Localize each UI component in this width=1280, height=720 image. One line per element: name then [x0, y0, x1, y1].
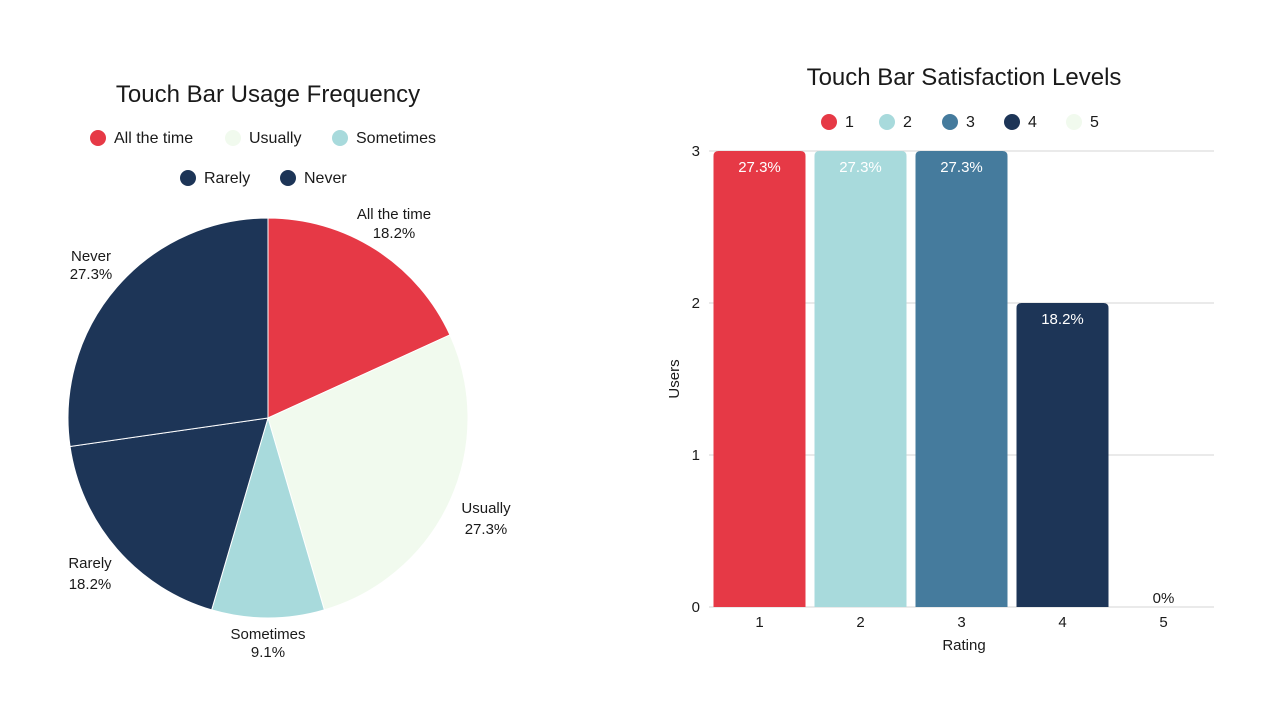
y-tick-label: 1 — [692, 447, 700, 464]
pie-slice-never[interactable] — [67, 217, 269, 448]
pie-legend-swatch — [180, 170, 196, 186]
x-tick-label: 4 — [1058, 614, 1066, 631]
pie-legend-item-usually[interactable]: Usually — [225, 130, 301, 147]
bar-legend-swatch — [942, 114, 958, 130]
pie-slice-label-category: Rarely — [68, 555, 112, 572]
bar-data-label: 0% — [1153, 590, 1175, 607]
pie-slice-label-category: Never — [71, 248, 111, 265]
x-tick-label: 2 — [856, 614, 864, 631]
bar-legend-swatch — [821, 114, 837, 130]
bar-title: Touch Bar Satisfaction Levels — [807, 64, 1122, 91]
pie-slice-label-category: Usually — [461, 500, 511, 517]
y-tick-label: 0 — [692, 599, 700, 616]
bar-legend-swatch — [1004, 114, 1020, 130]
bar-x-axis-title: Rating — [942, 637, 985, 654]
y-tick-label: 2 — [692, 295, 700, 312]
bar-x-tick-labels: 1 2 3 4 5 — [755, 614, 1167, 631]
bar-data-label: 27.3% — [738, 159, 781, 176]
pie-slice-sometimes[interactable] — [211, 416, 325, 619]
bar-data-label: 18.2% — [1041, 311, 1084, 328]
bar-data-labels: 27.3% 27.3% 27.3% 18.2% 0% — [738, 159, 1174, 607]
pie-slice-label-category: All the time — [357, 206, 431, 223]
pie-legend-label: Sometimes — [356, 130, 436, 147]
pie-legend-label: Rarely — [204, 170, 250, 187]
pie-title: Touch Bar Usage Frequency — [116, 81, 420, 108]
pie-slice-label-value: 18.2% — [69, 576, 112, 593]
pie-legend: All the time Usually Sometimes Rarely Ne… — [90, 130, 436, 187]
pie-slice-label-sometimes: Sometimes 9.1% — [230, 626, 305, 661]
pie-legend-item-all-the-time[interactable]: All the time — [90, 130, 193, 147]
bar-legend-item-5[interactable]: 5 — [1066, 114, 1099, 131]
pie-legend-label: All the time — [114, 130, 193, 147]
pie-slice-label-all-the-time: All the time 18.2% — [357, 206, 431, 242]
pie-legend-swatch — [90, 130, 106, 146]
bar-2[interactable] — [814, 151, 907, 607]
bar-legend-label: 5 — [1090, 114, 1099, 131]
bar-legend-label: 4 — [1028, 114, 1037, 131]
pie-slice-label-rarely: Rarely 18.2% — [68, 555, 112, 593]
bar-4[interactable] — [1016, 303, 1109, 607]
pie-legend-item-rarely[interactable]: Rarely — [180, 170, 250, 187]
pie-slice-rarely[interactable] — [69, 417, 269, 611]
bar-data-label: 27.3% — [839, 159, 882, 176]
bar-1[interactable] — [713, 151, 806, 607]
x-tick-label: 5 — [1159, 614, 1167, 631]
bar-data-label: 27.3% — [940, 159, 983, 176]
pie-chart: Touch Bar Usage Frequency All the time U… — [67, 81, 511, 661]
bar-legend: 1 2 3 4 5 — [821, 114, 1099, 131]
pie-legend-swatch — [225, 130, 241, 146]
bar-legend-swatch — [1066, 114, 1082, 130]
pie-slice-label-category: Sometimes — [230, 626, 305, 643]
pie-slice-label-never: Never 27.3% — [70, 248, 113, 283]
pie-legend-swatch — [280, 170, 296, 186]
y-tick-label: 3 — [692, 143, 700, 160]
pie-slices — [67, 217, 469, 619]
pie-slice-label-value: 27.3% — [70, 266, 113, 283]
pie-legend-swatch — [332, 130, 348, 146]
bar-bars — [713, 151, 1109, 607]
pie-slice-label-value: 27.3% — [465, 521, 508, 538]
pie-slice-label-value: 9.1% — [251, 644, 285, 661]
pie-legend-label: Never — [304, 170, 347, 187]
bar-y-axis-title: Users — [666, 359, 683, 398]
bar-legend-item-3[interactable]: 3 — [942, 114, 975, 131]
bar-legend-label: 1 — [845, 114, 854, 131]
x-tick-label: 3 — [957, 614, 965, 631]
bar-y-tick-labels: 0 1 2 3 — [692, 143, 700, 616]
pie-slice-labels: All the time 18.2% Usually 27.3% Sometim… — [68, 206, 511, 661]
pie-legend-item-never[interactable]: Never — [280, 170, 347, 187]
bar-legend-item-1[interactable]: 1 — [821, 114, 854, 131]
pie-legend-item-sometimes[interactable]: Sometimes — [332, 130, 436, 147]
bar-legend-item-4[interactable]: 4 — [1004, 114, 1037, 131]
bar-chart: Touch Bar Satisfaction Levels 1 2 3 4 5 — [666, 64, 1214, 654]
pie-slice-usually[interactable] — [267, 334, 469, 611]
bar-legend-label: 2 — [903, 114, 912, 131]
bar-legend-label: 3 — [966, 114, 975, 131]
pie-slice-label-usually: Usually 27.3% — [461, 500, 511, 538]
bar-3[interactable] — [915, 151, 1008, 607]
pie-slice-label-value: 18.2% — [373, 225, 416, 242]
pie-slice-all-the-time[interactable] — [267, 217, 451, 419]
bar-legend-item-2[interactable]: 2 — [879, 114, 912, 131]
pie-legend-label: Usually — [249, 130, 301, 147]
bar-legend-swatch — [879, 114, 895, 130]
x-tick-label: 1 — [755, 614, 763, 631]
